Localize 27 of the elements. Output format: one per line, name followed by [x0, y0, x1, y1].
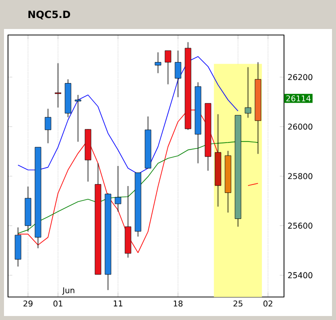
line-series — [18, 56, 238, 174]
candlestick — [74, 94, 82, 142]
chart-title: NQC5.D — [28, 10, 70, 20]
candlestick — [184, 42, 192, 130]
candlestick — [194, 82, 202, 164]
candlestick — [44, 108, 52, 144]
candlestick — [54, 63, 62, 108]
candlestick — [164, 50, 172, 84]
candlestick — [34, 146, 42, 248]
candlestick — [234, 115, 242, 227]
candlestick — [214, 114, 222, 207]
candlestick — [144, 116, 152, 168]
candlestick — [104, 193, 112, 290]
candlestick — [124, 186, 132, 258]
candlestick — [154, 52, 162, 74]
candlestick — [114, 166, 122, 212]
candlestick — [94, 163, 102, 275]
candlestick — [204, 103, 212, 171]
candlestick — [64, 79, 72, 118]
candlestick — [174, 50, 182, 98]
candlestick — [24, 186, 32, 232]
candlestick — [14, 227, 22, 267]
candlestick — [224, 150, 232, 213]
candlestick — [244, 66, 252, 118]
candlestick — [254, 62, 262, 154]
candlestick — [134, 172, 142, 237]
candlestick — [84, 128, 92, 182]
